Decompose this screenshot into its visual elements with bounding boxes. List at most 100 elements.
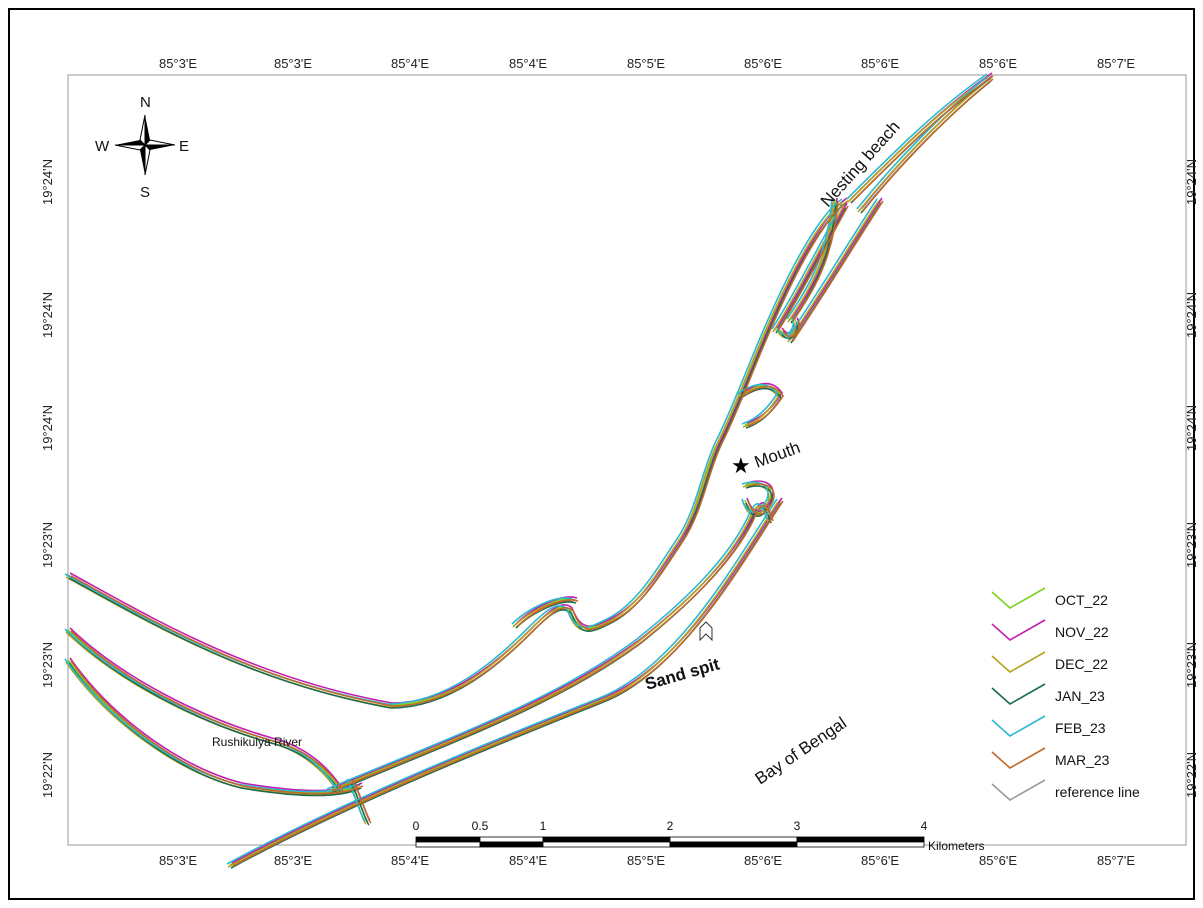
bottom-tick-label: 85°4'E — [391, 853, 429, 868]
legend-swatch — [991, 587, 1046, 609]
scale-segment — [479, 841, 544, 848]
left-tick-label: 19°23'N — [40, 522, 55, 568]
shoreline-path — [70, 200, 849, 707]
bottom-tick-label: 85°3'E — [159, 853, 197, 868]
shoreline-path — [227, 501, 779, 868]
legend-item: NOV_22 — [991, 619, 1109, 641]
shoreline-path — [511, 597, 573, 625]
top-tick-label: 85°6'E — [979, 56, 1017, 71]
shoreline-path — [69, 197, 848, 704]
left-tick-label: 19°24'N — [40, 159, 55, 205]
scale-segment — [479, 836, 544, 843]
label-bay-of-bengal: Bay of Bengal — [752, 713, 850, 788]
shoreline-path — [736, 383, 778, 425]
bottom-tick-label: 85°6'E — [744, 853, 782, 868]
shoreline-path — [777, 205, 849, 332]
legend-item: DEC_22 — [991, 651, 1108, 673]
legend: OCT_22 NOV_22 DEC_22 JAN_23 FEB_23 MAR_23refe… — [991, 587, 1140, 801]
map-frame — [8, 8, 1195, 900]
shoreline-path — [329, 504, 771, 791]
top-tick-label: 85°6'E — [861, 56, 899, 71]
shoreline-path — [745, 485, 773, 517]
top-tick-label: 85°7'E — [1097, 56, 1135, 71]
scale-segment — [796, 836, 925, 843]
legend-swatch — [991, 747, 1046, 769]
shoreline-path — [68, 202, 847, 709]
shoreline-path — [70, 630, 344, 792]
left-tick-label: 19°23'N — [40, 642, 55, 688]
shoreline-path — [232, 500, 784, 867]
legend-item: OCT_22 — [991, 587, 1108, 609]
shoreline-path — [776, 202, 848, 329]
bottom-tick-label: 85°5'E — [627, 853, 665, 868]
trace-mar_23 — [70, 75, 994, 867]
top-longitude-ticks: 85°3'E 85°3'E 85°4'E 85°4'E 85°5'E 85°6'E 85°6… — [159, 56, 1135, 71]
shoreline-path — [65, 661, 359, 796]
bottom-tick-label: 85°7'E — [1097, 853, 1135, 868]
scale-segment — [796, 841, 925, 848]
left-tick-label: 19°22'N — [40, 752, 55, 798]
right-tick-label: 19°24'N — [1184, 159, 1199, 205]
top-tick-label: 85°4'E — [391, 56, 429, 71]
scale-tick-label: 4 — [921, 819, 928, 833]
mouth-star-icon: ★ — [731, 453, 751, 478]
legend-item: JAN_23 — [991, 683, 1105, 705]
shoreline-path — [737, 386, 779, 428]
scale-segment — [542, 841, 671, 848]
top-tick-label: 85°3'E — [274, 56, 312, 71]
shoreline-path — [65, 201, 844, 708]
scale-tick-label: 3 — [794, 819, 801, 833]
shoreline-path — [771, 203, 843, 330]
legend-swatch — [991, 715, 1046, 737]
legend-label: reference line — [1055, 784, 1140, 800]
legend-swatch — [991, 619, 1046, 641]
left-tick-label: 19°24'N — [40, 405, 55, 451]
scale-segment — [669, 841, 798, 848]
label-rushikulya-river: Rushikulya River — [212, 735, 302, 749]
trace-feb_23 — [64, 73, 988, 865]
scale-segment — [415, 841, 481, 848]
bottom-tick-label: 85°4'E — [509, 853, 547, 868]
compass-e: E — [179, 138, 189, 155]
shoreline-path — [67, 199, 846, 706]
shoreline-path — [787, 201, 834, 323]
shoreline-path — [846, 73, 988, 200]
shoreline-path — [747, 483, 775, 515]
left-tick-label: 19°24'N — [40, 292, 55, 338]
legend-label: OCT_22 — [1055, 592, 1108, 608]
shoreline-path — [229, 499, 781, 866]
right-tick-label: 19°24'N — [1184, 292, 1199, 338]
scale-tick-label: 2 — [667, 819, 674, 833]
scale-tick-label: 0.5 — [472, 819, 489, 833]
right-latitude-ticks: 19°24'N 19°24'N 19°24'N 19°23'N 19°23'N 19°22… — [1184, 159, 1199, 798]
shoreline-path — [517, 599, 579, 627]
compass-s: S — [140, 184, 150, 201]
shoreline-path — [787, 201, 879, 343]
shoreline-path — [230, 502, 782, 869]
label-sand-spit: Sand spit — [643, 654, 722, 693]
shoreline-path — [226, 498, 778, 865]
shoreline-path — [68, 662, 362, 797]
legend-label: NOV_22 — [1055, 624, 1109, 640]
north-arrow-compass: N S E W — [95, 94, 189, 201]
shoreline-path — [69, 627, 343, 789]
scale-tick-label: 0 — [413, 819, 420, 833]
bottom-tick-label: 85°6'E — [861, 853, 899, 868]
shoreline-path — [331, 502, 773, 789]
legend-swatch — [991, 683, 1046, 705]
shoreline-path — [350, 782, 370, 826]
legend-label: MAR_23 — [1055, 752, 1110, 768]
shoreline-path — [332, 505, 774, 792]
shoreline-path — [792, 200, 884, 342]
legend-item: FEB_23 — [991, 715, 1106, 737]
shoreline-path — [326, 503, 768, 790]
top-tick-label: 85°5'E — [627, 56, 665, 71]
label-mouth: Mouth — [752, 438, 803, 472]
right-tick-label: 19°22'N — [1184, 752, 1199, 798]
left-latitude-ticks: 19°24'N 19°24'N 19°24'N 19°23'N 19°23'N 19°22… — [40, 159, 55, 798]
top-tick-label: 85°3'E — [159, 56, 197, 71]
shoreline-path — [330, 507, 772, 794]
bottom-longitude-ticks: 85°3'E 85°3'E 85°4'E 85°4'E 85°5'E 85°6'E 85°6… — [159, 853, 1135, 868]
